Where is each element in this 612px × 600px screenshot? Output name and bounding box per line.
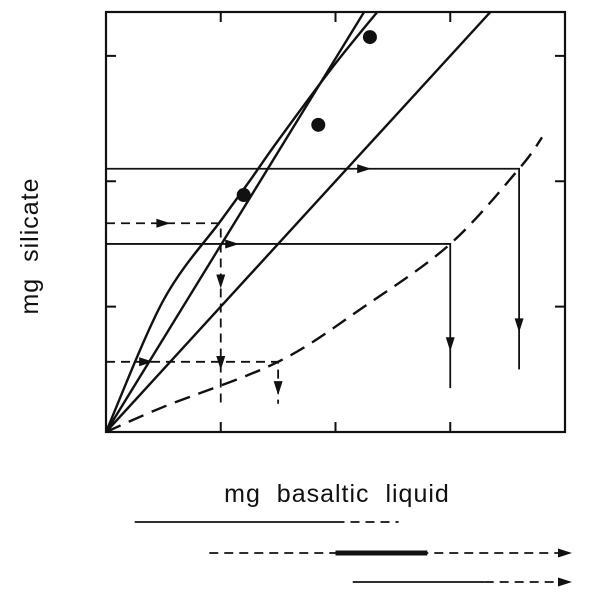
path-arrowhead (156, 218, 171, 228)
path-arrowhead (273, 381, 283, 396)
legend-arrowhead (558, 577, 572, 587)
series-line (106, 12, 366, 432)
data-point (236, 188, 251, 203)
axes (104, 10, 567, 434)
data-points (236, 30, 377, 203)
crystallization-paths (106, 164, 524, 404)
path-arrowhead (225, 239, 240, 249)
plot-frame (104, 10, 567, 434)
path-arrowhead (357, 164, 372, 174)
series-line (106, 12, 379, 432)
path-arrowhead (514, 318, 524, 333)
path-arrowhead (139, 357, 154, 367)
x-axis-label: mg basaltic liquid (224, 480, 450, 508)
curves (106, 12, 544, 432)
y-axis-label: mg silicate (16, 177, 44, 314)
path-arrowhead (216, 274, 226, 289)
series-line (106, 12, 492, 432)
data-point (311, 117, 326, 132)
crystallization-path (106, 222, 222, 404)
series-line (106, 136, 544, 432)
path-arrowhead (445, 337, 455, 352)
crystallization-path (106, 243, 452, 389)
legend-arrowhead (558, 548, 572, 558)
crystallization-path (106, 167, 520, 370)
path-arrowhead (216, 356, 226, 371)
ticks (106, 12, 566, 433)
legend (134, 521, 572, 587)
data-point (362, 30, 377, 45)
